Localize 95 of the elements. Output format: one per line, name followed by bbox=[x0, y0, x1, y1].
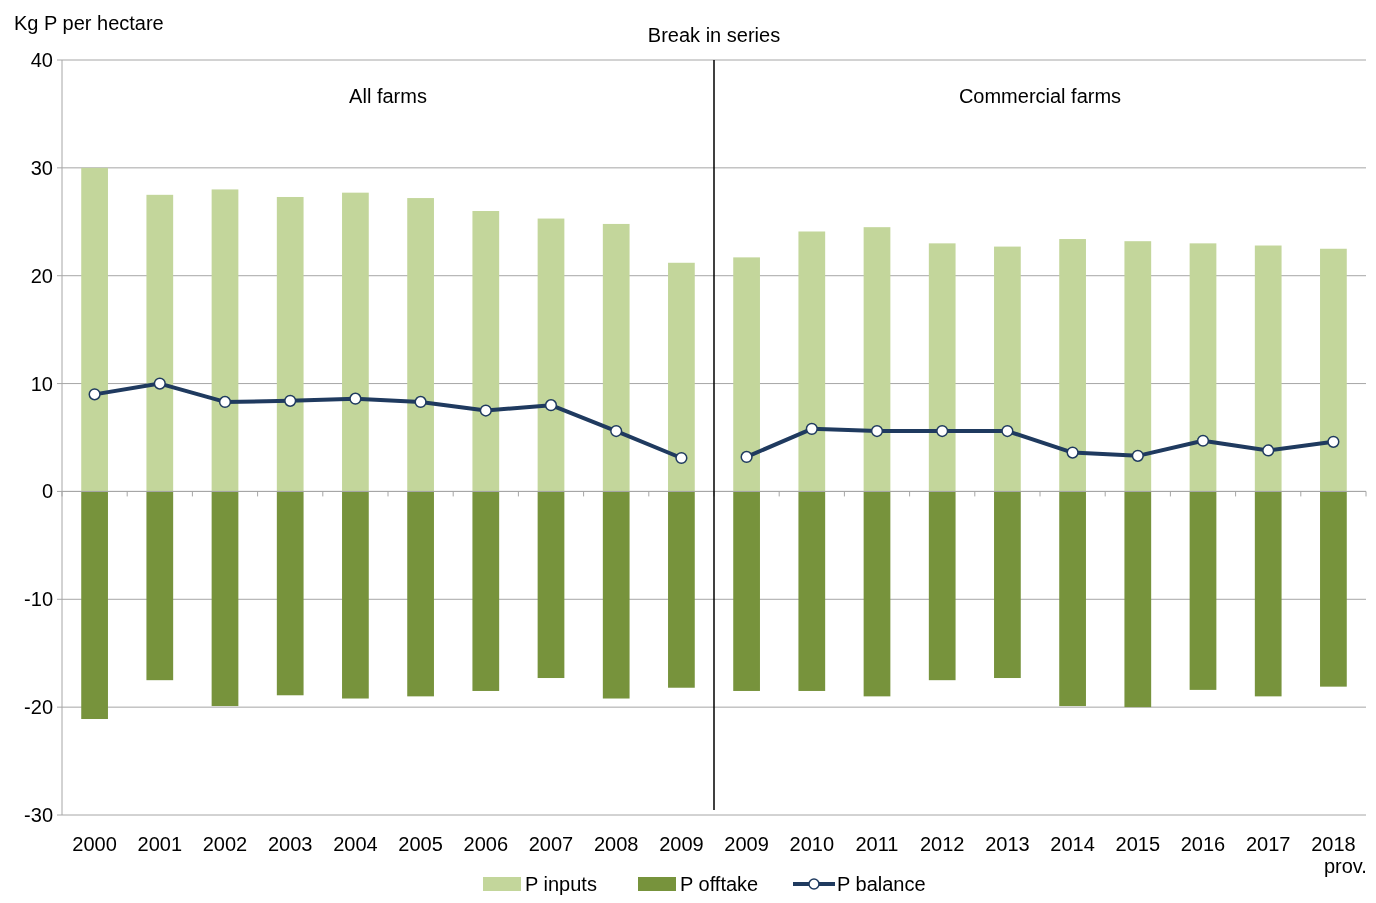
bar bbox=[146, 194, 174, 492]
y-tick-label: -20 bbox=[24, 696, 53, 719]
legend-label: P balance bbox=[837, 873, 926, 895]
bar bbox=[1059, 491, 1086, 707]
bar bbox=[276, 491, 304, 696]
point bbox=[870, 424, 884, 438]
bar bbox=[1254, 491, 1282, 697]
ref-line-label: Break in series bbox=[647, 24, 781, 46]
bar bbox=[733, 257, 760, 492]
bar bbox=[1320, 491, 1347, 687]
legend-label: P inputs bbox=[525, 873, 597, 895]
bar bbox=[146, 491, 174, 681]
point bbox=[1066, 446, 1079, 459]
point bbox=[88, 388, 101, 401]
bar bbox=[668, 491, 695, 688]
point bbox=[544, 399, 558, 412]
y-tick-label: -30 bbox=[24, 804, 53, 826]
bar bbox=[1254, 245, 1282, 492]
x-tick-label: 2009 bbox=[724, 833, 769, 855]
bar bbox=[1124, 241, 1152, 492]
x-tick-label: 2008 bbox=[593, 833, 639, 855]
point bbox=[284, 394, 297, 407]
bar bbox=[798, 491, 826, 691]
bar bbox=[342, 192, 369, 492]
point bbox=[805, 422, 818, 435]
bar bbox=[407, 491, 434, 697]
bar bbox=[928, 491, 956, 681]
bar bbox=[733, 491, 760, 691]
x-tick-label: 2012 bbox=[919, 833, 965, 855]
point bbox=[1001, 424, 1014, 438]
bar bbox=[994, 491, 1021, 679]
bar bbox=[1124, 491, 1152, 708]
bar bbox=[863, 227, 891, 492]
annotation: Commercial farms bbox=[958, 85, 1122, 107]
x-tick-label: 2001 bbox=[137, 833, 183, 855]
point bbox=[1131, 449, 1144, 462]
annotation: All farms bbox=[349, 85, 427, 107]
x-tick-label: 2005 bbox=[398, 833, 443, 855]
point bbox=[675, 451, 688, 465]
bar bbox=[928, 243, 956, 492]
x-tick-label: 2016 bbox=[1180, 833, 1226, 855]
bar bbox=[342, 491, 369, 699]
point bbox=[218, 395, 232, 408]
point bbox=[610, 424, 623, 438]
x-tick-label: 2003 bbox=[267, 833, 313, 855]
bar bbox=[472, 211, 500, 492]
y-tick-label: 40 bbox=[30, 49, 53, 71]
point bbox=[740, 450, 753, 464]
bar bbox=[276, 196, 304, 492]
x-tick-label: 2011 bbox=[855, 833, 899, 855]
point bbox=[1262, 444, 1275, 457]
y-axis-title: Kg P per hectare bbox=[14, 12, 164, 34]
y-tick-label: 30 bbox=[30, 156, 53, 179]
bar bbox=[668, 262, 695, 492]
bar bbox=[1189, 491, 1217, 690]
y-tick-label: 10 bbox=[30, 372, 53, 395]
bar bbox=[537, 218, 565, 492]
point bbox=[414, 395, 427, 408]
bar bbox=[798, 231, 826, 492]
x-tick-label: 2018 prov. bbox=[1311, 833, 1367, 877]
bar bbox=[472, 491, 500, 691]
bar bbox=[211, 491, 239, 707]
bar bbox=[1059, 239, 1086, 492]
bar bbox=[994, 246, 1021, 492]
x-tick-label: 2015 bbox=[1115, 833, 1161, 855]
bar bbox=[602, 491, 630, 699]
point bbox=[1327, 435, 1340, 448]
bar bbox=[81, 167, 108, 492]
point bbox=[479, 404, 492, 417]
bar bbox=[537, 491, 565, 679]
legend-label: P offtake bbox=[680, 873, 759, 895]
x-tick-label: 2002 bbox=[202, 833, 248, 855]
x-tick-label: 2013 bbox=[985, 833, 1030, 855]
x-tick-label: 2010 bbox=[789, 833, 835, 855]
x-tick-label: 2014 bbox=[1050, 833, 1095, 855]
point bbox=[153, 377, 166, 390]
bar bbox=[211, 189, 239, 492]
point bbox=[936, 424, 949, 438]
bar bbox=[1189, 243, 1217, 492]
point bbox=[1196, 434, 1210, 447]
x-tick-label: 2000 bbox=[72, 833, 117, 855]
bar bbox=[81, 491, 108, 720]
x-tick-label: 2007 bbox=[528, 833, 574, 855]
x-tick-label: 2009 bbox=[659, 833, 704, 855]
bar bbox=[602, 223, 630, 492]
y-tick-label: 0 bbox=[41, 480, 53, 503]
bar bbox=[863, 491, 891, 697]
x-tick-label: 2004 bbox=[333, 833, 378, 855]
y-tick-label: -10 bbox=[24, 588, 53, 611]
bar bbox=[407, 198, 434, 492]
point bbox=[349, 392, 362, 405]
x-tick-label: 2006 bbox=[463, 833, 509, 855]
bar bbox=[1320, 248, 1347, 492]
x-tick-label: 2017 bbox=[1245, 833, 1291, 855]
y-tick-label: 20 bbox=[30, 264, 53, 287]
